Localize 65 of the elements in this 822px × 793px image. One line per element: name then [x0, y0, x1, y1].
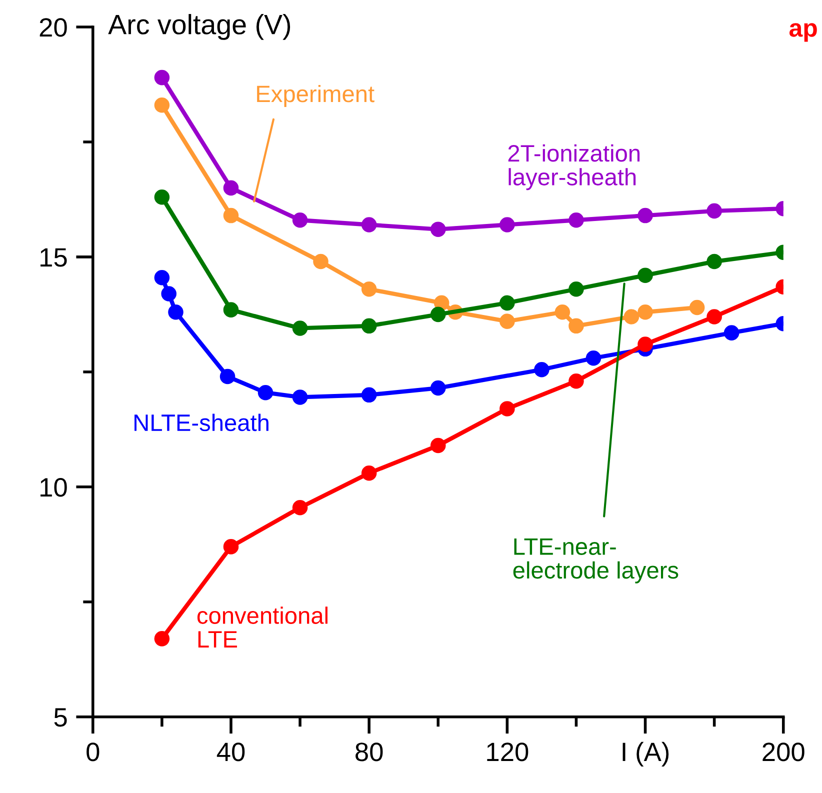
- point: [568, 373, 584, 389]
- point: [161, 286, 176, 302]
- point: [500, 314, 515, 329]
- y-axis-title: Arc voltage (V): [108, 14, 290, 40]
- point: [568, 212, 584, 228]
- series-label: conventional LTE: [197, 606, 328, 648]
- point: [638, 336, 653, 352]
- point: [361, 217, 377, 232]
- point: [154, 270, 170, 286]
- point: [258, 384, 274, 400]
- point: [624, 309, 640, 324]
- point: [220, 368, 236, 384]
- point: [154, 631, 170, 646]
- point: [689, 300, 705, 316]
- y-tick-label: 15: [40, 248, 67, 267]
- x-tick-label: 120: [487, 742, 528, 762]
- point: [154, 190, 170, 205]
- point: [292, 390, 308, 405]
- x-tick-label: 0: [86, 742, 100, 762]
- point: [223, 539, 239, 554]
- point: [361, 465, 377, 481]
- point: [313, 254, 328, 270]
- series-label: 2T-ionization layer-sheath: [508, 144, 640, 190]
- point: [361, 387, 377, 403]
- y-tick-label: 20: [40, 18, 67, 37]
- point: [223, 180, 239, 196]
- point: [154, 98, 170, 113]
- text: Experiment: [257, 84, 374, 107]
- x-tick-label: 40: [216, 742, 245, 762]
- point: [430, 438, 446, 454]
- point: [430, 222, 446, 237]
- point: [638, 268, 653, 283]
- x-tick-label: I (A): [622, 742, 669, 766]
- point: [554, 304, 570, 320]
- point: [724, 325, 740, 340]
- point: [500, 217, 515, 232]
- x-tick-label: 200: [762, 742, 804, 762]
- text: ap: [789, 23, 817, 42]
- point: [292, 500, 308, 516]
- y-tick-label: 5: [54, 708, 67, 727]
- point: [223, 302, 239, 318]
- point: [223, 208, 239, 224]
- point: [706, 309, 722, 324]
- y-tick-label: 10: [40, 478, 67, 497]
- x-tick-label: 80: [356, 742, 383, 762]
- point: [534, 362, 550, 378]
- point: [430, 306, 446, 322]
- text: LTE-near- electrode layers: [513, 538, 678, 584]
- point: [638, 304, 653, 320]
- point: [154, 70, 170, 86]
- point: [706, 254, 722, 270]
- point: [292, 320, 308, 336]
- point: [500, 295, 515, 311]
- point: [361, 281, 377, 297]
- point: [586, 350, 602, 366]
- point: [500, 401, 515, 416]
- series-label: NLTE-sheath: [134, 414, 268, 432]
- point: [568, 281, 584, 297]
- point: [361, 318, 377, 334]
- point: [430, 380, 446, 396]
- point: [168, 304, 184, 320]
- point: [292, 212, 308, 228]
- point: [638, 208, 653, 224]
- point: [706, 203, 722, 219]
- point: [568, 318, 584, 334]
